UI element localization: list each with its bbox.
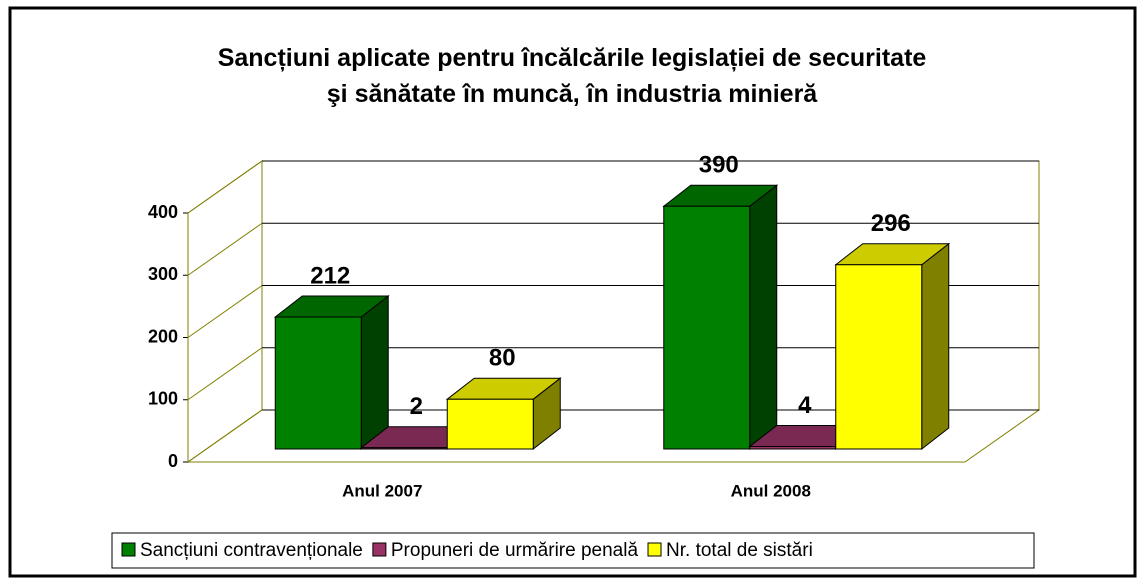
legend-box: [111, 532, 1035, 569]
grid-line: [187, 409, 263, 463]
bar: [273, 295, 390, 451]
x-tick-label: Anul 2008: [731, 481, 811, 500]
value-label: 296: [871, 210, 911, 237]
value-label: 390: [699, 152, 739, 179]
bar-front: [360, 447, 448, 450]
value-label: 212: [310, 262, 350, 289]
bar-side: [360, 295, 389, 451]
grid-line: [187, 285, 263, 338]
legend-swatch: [372, 542, 387, 557]
grid-line: [187, 222, 263, 276]
bar-front: [274, 316, 362, 450]
value-label: 2: [410, 393, 423, 420]
grid-line: [187, 160, 263, 214]
legend-label: Sancțiuni contravenționale: [140, 540, 363, 561]
bar-front: [446, 398, 534, 450]
value-label: 80: [489, 345, 516, 372]
bar-side: [749, 184, 778, 451]
y-tick-label: 400: [148, 202, 178, 222]
bar: [445, 377, 562, 451]
legend-swatch: [121, 542, 136, 557]
bar: [662, 184, 779, 451]
bar: [834, 242, 951, 451]
y-tick-label: 100: [148, 389, 178, 409]
legend-swatch: [647, 542, 662, 557]
y-tick-label: 0: [168, 451, 178, 471]
legend-label: Propuneri de urmărire penală: [391, 540, 639, 561]
y-tick-label: 200: [148, 326, 178, 346]
legend-label: Nr. total de sistări: [666, 540, 813, 561]
grid-line: [187, 347, 263, 401]
chart-title: Sancțiuni aplicate pentru încălcările le…: [217, 44, 927, 108]
x-tick-label: Anul 2007: [342, 481, 422, 500]
y-tick-label: 300: [148, 264, 178, 284]
bar-front: [663, 205, 751, 450]
bar-side: [921, 242, 950, 451]
bar-front: [835, 264, 923, 450]
bar-front: [749, 446, 837, 450]
value-label: 4: [798, 392, 812, 419]
